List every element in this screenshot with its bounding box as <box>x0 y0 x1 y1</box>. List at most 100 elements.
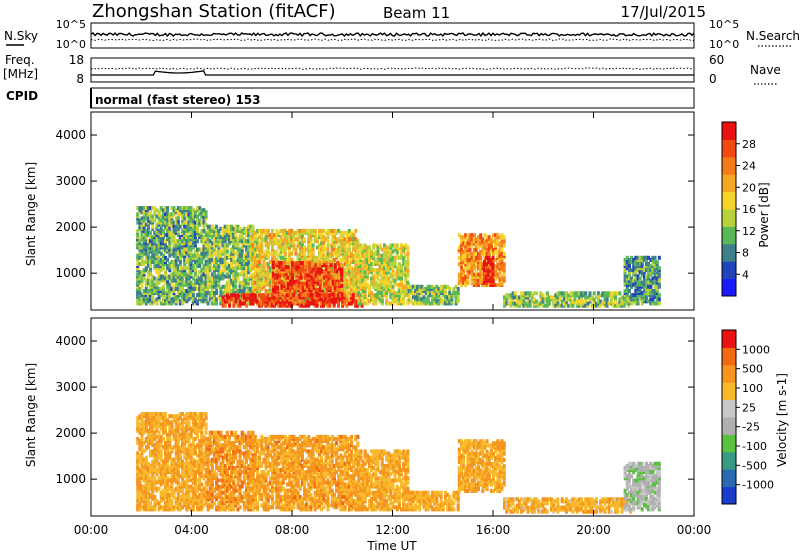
echo-cell <box>213 237 216 242</box>
echo-cell <box>262 260 266 264</box>
echo-cell <box>202 208 206 213</box>
echo-cell <box>391 284 395 289</box>
echo-cell <box>337 247 341 252</box>
echo-cell <box>404 243 408 248</box>
echo-cell <box>325 267 329 272</box>
echo-cell <box>221 243 225 248</box>
echo-cell <box>228 295 232 300</box>
echo-cell <box>400 272 403 277</box>
echo-cell <box>288 255 292 260</box>
echo-cell <box>260 303 264 308</box>
echo-cell <box>153 266 157 271</box>
echo-cell <box>630 278 634 283</box>
echo-cell <box>309 235 313 240</box>
echo-cell <box>217 257 221 262</box>
echo-cell <box>142 486 146 491</box>
echo-cell <box>395 243 399 248</box>
echo-cell <box>502 272 506 277</box>
echo-cell <box>170 264 174 269</box>
echo-cell <box>397 264 401 269</box>
echo-cell <box>460 258 463 263</box>
echo-cell <box>365 257 369 262</box>
echo-cell <box>258 243 262 248</box>
echo-cell <box>359 255 363 260</box>
echo-cell <box>474 254 478 258</box>
echo-cell <box>479 272 483 277</box>
echo-cell <box>347 251 351 256</box>
echo-cell <box>208 224 212 229</box>
echo-cell <box>187 278 191 283</box>
echo-cell <box>198 295 202 300</box>
echo-cell <box>153 210 157 215</box>
echo-cell <box>193 243 197 248</box>
echo-cell <box>142 472 146 477</box>
echo-cell <box>365 245 369 250</box>
echo-cell <box>395 282 399 287</box>
echo-cell <box>210 249 214 254</box>
echo-cell <box>215 253 219 258</box>
echo-cell <box>368 299 371 304</box>
echo-cell <box>345 264 349 269</box>
echo-cell <box>462 249 466 254</box>
echo-cell <box>247 230 251 235</box>
echo-cell <box>285 293 289 298</box>
echo-cell <box>136 280 140 285</box>
echo-cell <box>275 295 278 300</box>
echo-cell <box>202 224 206 229</box>
echo-cell <box>293 267 297 272</box>
echo-cell <box>482 272 486 277</box>
echo-cell <box>378 266 382 271</box>
echo-cell <box>645 280 648 285</box>
echo-cell <box>198 208 202 213</box>
echo-cell <box>305 228 309 233</box>
echo-cell <box>266 247 270 252</box>
echo-cell <box>651 257 655 262</box>
echo-cell <box>649 270 653 275</box>
echo-cell <box>168 264 172 269</box>
echo-cell <box>400 280 403 285</box>
echo-cell <box>149 426 152 431</box>
echo-cell <box>208 266 212 271</box>
echo-cell <box>365 249 369 254</box>
echo-cell <box>298 228 302 233</box>
echo-cell <box>140 284 144 289</box>
echo-cell <box>275 233 279 237</box>
echo-cell <box>518 303 521 308</box>
echo-cell <box>151 253 155 258</box>
echo-cell <box>264 253 268 258</box>
echo-cell <box>273 249 277 254</box>
echo-cell <box>339 297 343 302</box>
echo-cell <box>306 281 310 286</box>
echo-cell <box>170 222 174 227</box>
echo-cell <box>138 480 142 485</box>
echo-cell <box>651 297 655 302</box>
echo-cell <box>435 284 439 289</box>
echo-cell <box>329 286 333 290</box>
echo-cell <box>479 241 483 246</box>
echo-cell <box>202 212 206 217</box>
echo-cell <box>365 260 369 264</box>
echo-cell <box>217 280 221 285</box>
echo-cell <box>249 251 253 256</box>
echo-cell <box>253 255 257 260</box>
echo-cell <box>294 286 298 291</box>
echo-cell <box>253 243 257 248</box>
echo-cell <box>260 295 264 300</box>
echo-cell <box>174 295 178 300</box>
echo-cell <box>153 241 157 246</box>
echo-cell <box>242 226 246 231</box>
echo-cell <box>307 237 311 242</box>
echo-cell <box>168 284 172 289</box>
echo-cell <box>340 271 344 276</box>
echo-cell <box>253 286 257 291</box>
echo-cell <box>310 261 314 266</box>
echo-cell <box>443 293 447 298</box>
echo-cell <box>234 233 238 237</box>
echo-cell <box>323 275 327 280</box>
echo-cell <box>335 251 339 256</box>
echo-cell <box>144 233 148 237</box>
echo-cell <box>374 243 378 248</box>
echo-cell <box>406 293 410 298</box>
echo-cell <box>168 226 172 231</box>
colorbar-swatch <box>722 261 736 280</box>
